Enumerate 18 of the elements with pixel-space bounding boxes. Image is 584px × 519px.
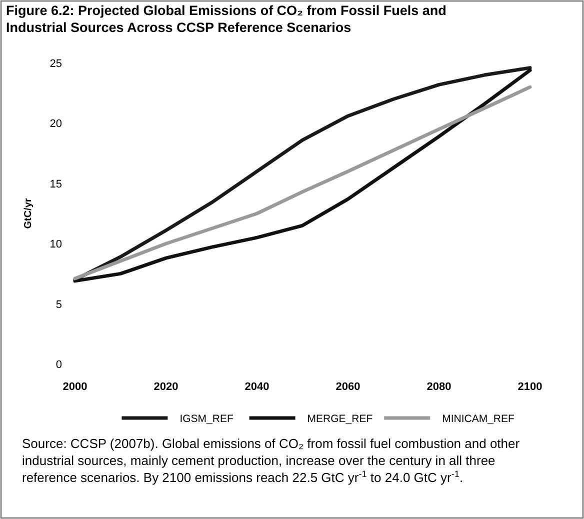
y-tick-label: 20 bbox=[50, 118, 62, 130]
legend-label: IGSM_REF bbox=[180, 413, 234, 425]
source-note: Source: CCSP (2007b). Global emissions of CO₂ from fossil fuel combustion and other industrial sources, mainly cement production, increase over the century in all three reference scenarios. By 2100 emissions reach 22.5 GtC yr$^{-1}$ to 24.0 GtC yr$^{-1}$. bbox=[22, 436, 520, 485]
x-tick-label: 2000 bbox=[62, 381, 88, 393]
x-tick-label: 2020 bbox=[154, 381, 178, 393]
y-axis-title: GtC/yr bbox=[23, 198, 34, 229]
x-tick-label: 2040 bbox=[244, 381, 270, 393]
x-tick-label: 2080 bbox=[426, 381, 452, 393]
chart-title: Figure 6.2: Projected Global Emissions of CO₂ from Fossil Fuels and Industrial Sources Across CCSP Reference Scenarios bbox=[6, 3, 446, 35]
x-tick-label: 2060 bbox=[336, 381, 360, 393]
y-tick-label: 15 bbox=[50, 178, 62, 190]
x-tick-label: 2100 bbox=[518, 381, 542, 393]
legend-label: MINICAM_REF bbox=[442, 413, 514, 425]
y-tick-label: 10 bbox=[50, 238, 62, 251]
y-tick-label: 5 bbox=[56, 298, 62, 311]
legend-label: MERGE_REF bbox=[307, 413, 373, 425]
y-tick-label: 25 bbox=[50, 58, 62, 70]
y-tick-label: 0 bbox=[56, 359, 62, 371]
